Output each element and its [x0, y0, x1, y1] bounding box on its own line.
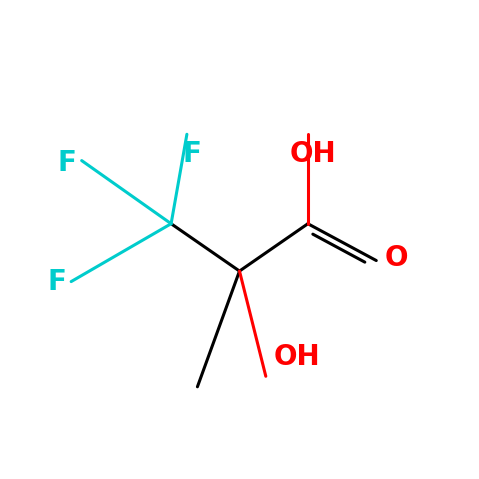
Text: OH: OH — [290, 139, 336, 168]
Text: F: F — [182, 139, 202, 168]
Text: F: F — [47, 268, 66, 296]
Text: F: F — [57, 149, 77, 177]
Text: OH: OH — [274, 343, 320, 371]
Text: O: O — [384, 244, 408, 272]
